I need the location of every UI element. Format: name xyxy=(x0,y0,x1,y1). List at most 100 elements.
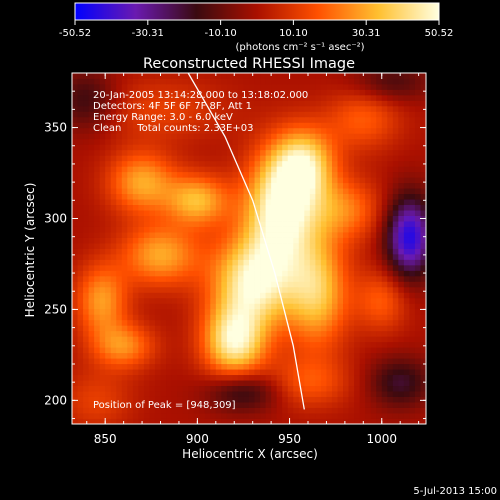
heatmap-cell xyxy=(276,391,283,397)
heatmap-cell xyxy=(403,418,410,424)
heatmap-cell xyxy=(116,325,123,332)
heatmap-cell xyxy=(166,105,172,112)
heatmap-cell xyxy=(298,94,305,101)
heatmap-cell xyxy=(359,363,366,370)
heatmap-cell xyxy=(282,116,289,123)
heatmap-cell xyxy=(149,336,156,343)
heatmap-cell xyxy=(154,292,161,299)
heatmap-cell xyxy=(376,248,383,255)
heatmap-cell xyxy=(420,89,426,96)
heatmap-cell xyxy=(320,341,327,348)
heatmap-cell xyxy=(77,210,84,216)
heatmap-cell xyxy=(204,347,211,354)
heatmap-cell xyxy=(94,303,101,310)
heatmap-cell xyxy=(309,171,316,178)
heatmap-cell xyxy=(160,253,167,260)
heatmap-cell xyxy=(166,89,172,96)
heatmap-cell xyxy=(287,259,294,266)
heatmap-cell xyxy=(193,303,200,310)
heatmap-cell xyxy=(72,380,78,387)
heatmap-cell xyxy=(154,78,161,85)
heatmap-cell xyxy=(215,336,222,343)
heatmap-cell xyxy=(260,325,266,332)
heatmap-cell xyxy=(166,111,172,118)
heatmap-cell xyxy=(359,105,366,112)
heatmap-cell xyxy=(249,297,255,304)
heatmap-cell xyxy=(381,138,388,145)
heatmap-cell xyxy=(160,248,167,255)
heatmap-cell xyxy=(110,396,117,403)
heatmap-cell xyxy=(99,144,106,151)
heatmap-cell xyxy=(376,83,383,90)
heatmap-cell xyxy=(132,352,139,359)
heatmap-cell xyxy=(409,330,416,337)
heatmap-cell xyxy=(376,319,383,326)
heatmap-cell xyxy=(105,232,112,238)
heatmap-cell xyxy=(381,319,388,326)
heatmap-cell xyxy=(116,413,123,419)
heatmap-cell xyxy=(249,144,255,151)
heatmap-cell xyxy=(315,100,322,107)
heatmap-cell xyxy=(265,144,272,151)
heatmap-cell xyxy=(337,182,344,189)
heatmap-cell xyxy=(398,155,405,162)
heatmap-cell xyxy=(420,319,426,326)
heatmap-cell xyxy=(414,369,421,376)
heatmap-cell xyxy=(271,270,278,277)
heatmap-cell xyxy=(210,319,217,326)
heatmap-cell xyxy=(226,391,233,397)
heatmap-cell xyxy=(414,160,421,167)
heatmap-cell xyxy=(370,363,377,370)
heatmap-cell xyxy=(276,199,283,206)
heatmap-cell xyxy=(365,418,372,424)
heatmap-cell xyxy=(94,358,101,365)
heatmap-cell xyxy=(160,215,167,222)
heatmap-cell xyxy=(287,133,294,140)
heatmap-cell xyxy=(154,210,161,216)
heatmap-cell xyxy=(365,237,372,244)
heatmap-cell xyxy=(177,188,184,195)
heatmap-cell xyxy=(420,182,426,189)
heatmap-cell xyxy=(282,199,289,206)
heatmap-cell xyxy=(132,407,139,414)
heatmap-cell xyxy=(414,314,421,321)
heatmap-cell xyxy=(265,297,272,304)
heatmap-cell xyxy=(143,166,150,173)
heatmap-cell xyxy=(387,352,394,359)
heatmap-cell xyxy=(138,407,145,414)
heatmap-cell xyxy=(387,144,394,151)
heatmap-cell xyxy=(237,155,244,162)
heatmap-cell xyxy=(403,380,410,387)
heatmap-cell xyxy=(403,396,410,403)
heatmap-cell xyxy=(337,149,344,156)
heatmap-cell xyxy=(160,193,167,200)
heatmap-cell xyxy=(221,358,228,365)
heatmap-cell xyxy=(221,319,228,326)
heatmap-cell xyxy=(121,237,128,244)
heatmap-cell xyxy=(193,314,200,321)
heatmap-cell xyxy=(204,204,211,211)
heatmap-cell xyxy=(398,105,405,112)
heatmap-cell xyxy=(149,374,156,381)
heatmap-cell xyxy=(99,314,106,321)
heatmap-cell xyxy=(293,78,300,85)
heatmap-cell xyxy=(414,78,421,85)
heatmap-cell xyxy=(94,281,101,288)
heatmap-cell xyxy=(182,363,189,370)
heatmap-cell xyxy=(343,122,349,129)
heatmap-cell xyxy=(260,374,266,381)
heatmap-cell xyxy=(232,407,239,414)
heatmap-cell xyxy=(265,182,272,189)
heatmap-cell xyxy=(105,160,112,167)
heatmap-cell xyxy=(331,160,338,167)
heatmap-cell xyxy=(359,336,366,343)
heatmap-cell xyxy=(293,166,300,173)
heatmap-cell xyxy=(343,358,349,365)
heatmap-cell xyxy=(260,215,266,222)
heatmap-cell xyxy=(331,133,338,140)
heatmap-cell xyxy=(154,89,161,96)
heatmap-cell xyxy=(226,116,233,123)
heatmap-cell xyxy=(331,221,338,227)
heatmap-cell xyxy=(166,215,172,222)
heatmap-cell xyxy=(359,352,366,359)
